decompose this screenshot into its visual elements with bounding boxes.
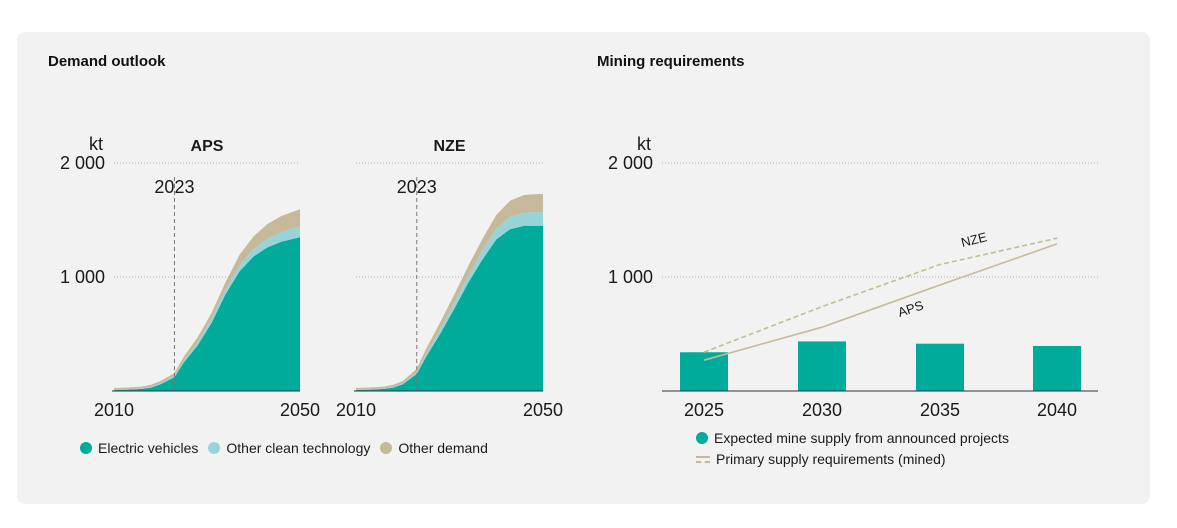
- x-tick-mining-2040: 2040: [1037, 400, 1077, 420]
- legend-label-other-demand: Other demand: [398, 440, 488, 456]
- panel-title-aps: APS: [191, 138, 224, 155]
- legend-item-ev: Electric vehicles: [80, 440, 198, 456]
- x-tick-mining-2035: 2035: [920, 400, 960, 420]
- y-tick-mining-1000: 1 000: [608, 267, 653, 287]
- y-tick-demand-1000: 1 000: [60, 267, 105, 287]
- y-tick-demand-2000: 2 000: [60, 153, 105, 173]
- x-tick-aps-2050: 2050: [280, 400, 320, 420]
- legend-item-other-clean: Other clean technology: [208, 440, 370, 456]
- x-tick-aps-2010: 2010: [94, 400, 134, 420]
- other-clean-swatch-icon: [208, 442, 220, 454]
- legend-label-ev: Electric vehicles: [98, 440, 198, 456]
- legend-label-other-clean: Other clean technology: [226, 440, 370, 456]
- y-tick-mining-2000: 2 000: [608, 153, 653, 173]
- bar-mine-supply-2035: [916, 344, 964, 391]
- x-tick-nze-2010: 2010: [336, 400, 376, 420]
- mining-legend-lines: Primary supply requirements (mined): [696, 451, 946, 467]
- ev-swatch-icon: [80, 442, 92, 454]
- other-demand-swatch-icon: [380, 442, 392, 454]
- legend-label-mine-supply: Expected mine supply from announced proj…: [714, 430, 1009, 446]
- x-tick-nze-2050: 2050: [523, 400, 563, 420]
- x-tick-mining-2030: 2030: [802, 400, 842, 420]
- area-aps-electric-vehicles: [114, 237, 300, 391]
- legend-label-supply-requirements: Primary supply requirements (mined): [716, 451, 946, 467]
- bar-mine-supply-2040: [1033, 346, 1081, 391]
- x-tick-mining-2025: 2025: [684, 400, 724, 420]
- marker-label-aps: 2023: [154, 177, 194, 197]
- line-label-aps: APS: [896, 297, 926, 319]
- marker-label-nze: 2023: [397, 177, 437, 197]
- bar-mine-supply-2030: [798, 341, 846, 391]
- y-unit-demand: kt: [89, 134, 103, 154]
- line-label-nze: NZE: [959, 229, 988, 250]
- line-nze: [704, 238, 1057, 352]
- panel-title-nze: NZE: [434, 138, 466, 155]
- supply-requirements-line-icon: [696, 455, 710, 463]
- bar-mine-supply-2025: [680, 352, 728, 391]
- legend-item-other-demand: Other demand: [380, 440, 488, 456]
- mine-supply-swatch-icon: [696, 432, 708, 444]
- mining-legend-bars: Expected mine supply from announced proj…: [696, 430, 1009, 446]
- y-unit-mining: kt: [637, 134, 651, 154]
- demand-legend: Electric vehicles Other clean technology…: [80, 440, 498, 456]
- line-aps: [704, 244, 1057, 360]
